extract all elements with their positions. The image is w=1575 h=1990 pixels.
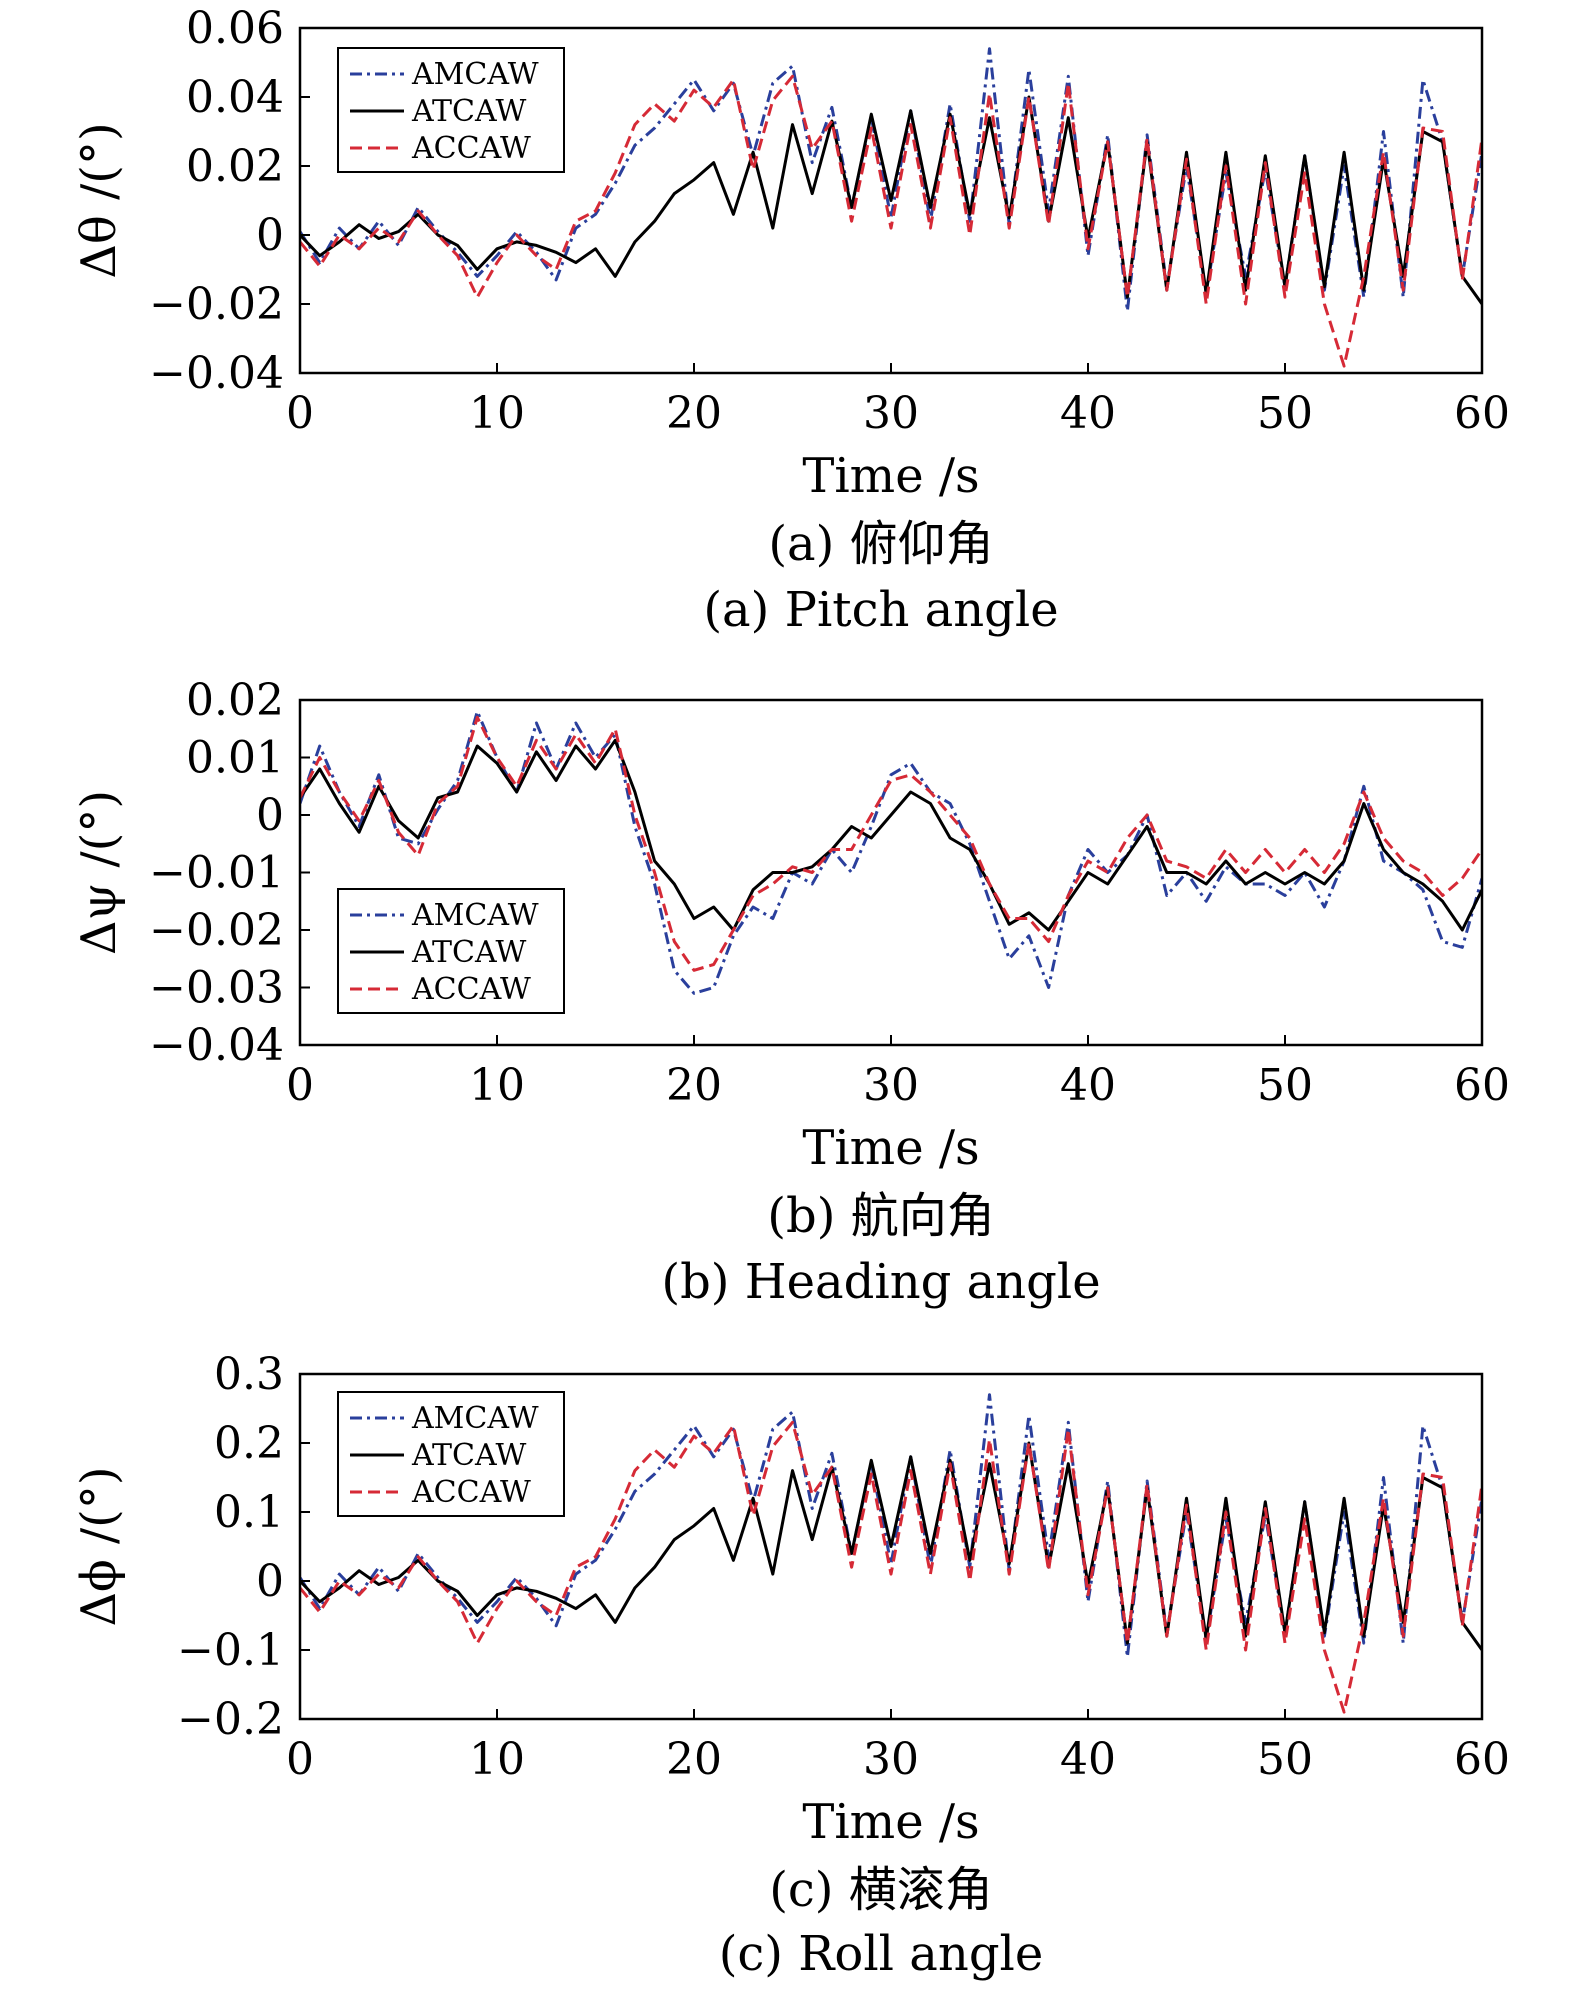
y-axis-label: Δϕ /(°) (71, 1466, 127, 1626)
y-axis-label: Δθ /(°) (71, 122, 127, 278)
y-tick-label: 0.01 (186, 733, 284, 784)
caption-chinese: (c) 横滚角 (769, 1862, 993, 1918)
x-tick-label: 20 (666, 1060, 722, 1111)
legend-label-amcaw: AMCAW (411, 1401, 539, 1436)
caption-english: (c) Roll angle (719, 1926, 1044, 1982)
x-tick-label: 20 (666, 1734, 722, 1785)
y-tick-label: 0 (256, 790, 284, 841)
y-tick-label: 0.04 (186, 72, 284, 123)
y-tick-label: 0.06 (186, 3, 284, 54)
y-tick-label: 0 (256, 1556, 284, 1607)
x-tick-label: 60 (1454, 1734, 1510, 1785)
x-tick-label: 30 (863, 1060, 919, 1111)
x-tick-label: 40 (1060, 1734, 1116, 1785)
x-axis-label: Time /s (802, 1794, 979, 1850)
y-tick-label: −0.04 (149, 1020, 284, 1071)
x-tick-label: 0 (286, 1060, 314, 1111)
caption-english: (b) Heading angle (661, 1254, 1100, 1310)
y-tick-label: 0.02 (186, 141, 284, 192)
x-tick-label: 40 (1060, 388, 1116, 439)
y-tick-label: −0.04 (149, 348, 284, 399)
x-tick-label: 60 (1454, 1060, 1510, 1111)
y-tick-label: 0 (256, 210, 284, 261)
x-tick-label: 10 (469, 1734, 525, 1785)
legend-label-accaw: ACCAW (411, 972, 531, 1007)
legend-label-atcaw: ATCAW (411, 94, 526, 129)
x-tick-label: 10 (469, 1060, 525, 1111)
x-tick-label: 50 (1257, 1734, 1313, 1785)
chart-panel-3: 0 10 20 30 40 50 60 −0.2 −0.1 0 0.1 0.2 0.3 Time /s Δϕ… (71, 1349, 1510, 1982)
x-tick-label: 50 (1257, 1060, 1313, 1111)
legend-label-atcaw: ATCAW (411, 935, 526, 970)
y-tick-label: 0.1 (214, 1487, 284, 1538)
y-tick-label: −0.03 (149, 963, 284, 1014)
legend-label-accaw: ACCAW (411, 1475, 531, 1510)
legend-label-atcaw: ATCAW (411, 1438, 526, 1473)
y-tick-label: −0.1 (177, 1625, 284, 1676)
y-axis-label: Δψ /(°) (71, 790, 127, 955)
legend-label-amcaw: AMCAW (411, 898, 539, 933)
x-tick-label: 40 (1060, 1060, 1116, 1111)
series-line-accaw (300, 1420, 1482, 1714)
y-tick-label: 0.2 (214, 1418, 284, 1469)
caption-english: (a) Pitch angle (703, 582, 1058, 638)
x-tick-label: 0 (286, 1734, 314, 1785)
x-tick-label: 30 (863, 388, 919, 439)
x-tick-label: 60 (1454, 388, 1510, 439)
caption-chinese: (b) 航向角 (767, 1188, 994, 1244)
y-tick-label: −0.2 (177, 1694, 284, 1745)
x-axis-label: Time /s (802, 1120, 979, 1176)
y-tick-label: 0.3 (214, 1349, 284, 1400)
chart-panel-2: 0 10 20 30 40 50 60 −0.04 −0.03 −0.02 −0.01 0 0.01 0.… (71, 675, 1510, 1310)
series-line-atcaw (300, 738, 1482, 932)
x-tick-label: 50 (1257, 388, 1313, 439)
x-tick-label: 20 (666, 388, 722, 439)
legend-label-amcaw: AMCAW (411, 57, 539, 92)
series-line-amcaw (300, 710, 1482, 995)
y-tick-label: −0.02 (149, 279, 284, 330)
x-axis-label: Time /s (802, 448, 979, 504)
series-line-accaw (300, 74, 1482, 368)
x-tick-label: 10 (469, 388, 525, 439)
y-tick-label: −0.02 (149, 905, 284, 956)
x-tick-label: 0 (286, 388, 314, 439)
y-tick-label: 0.02 (186, 675, 284, 726)
caption-chinese: (a) 俯仰角 (768, 516, 993, 572)
y-tick-label: −0.01 (149, 848, 284, 899)
chart-panel-1: 0 10 20 30 40 50 60 −0.04 −0.02 0 0.02 0.04 0.06 Time… (71, 3, 1510, 638)
x-tick-label: 30 (863, 1734, 919, 1785)
legend-label-accaw: ACCAW (411, 131, 531, 166)
